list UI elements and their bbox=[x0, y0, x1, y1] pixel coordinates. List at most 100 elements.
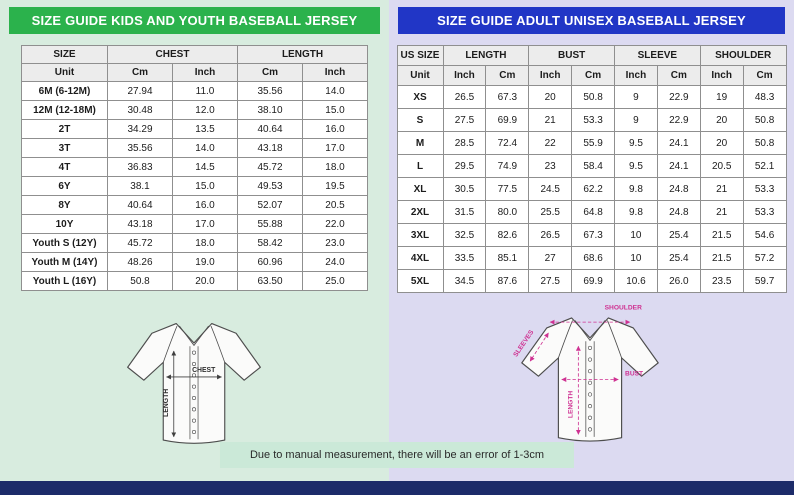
value-cell: 52.07 bbox=[237, 195, 303, 215]
value-cell: 23 bbox=[528, 154, 573, 178]
value-cell: 19.0 bbox=[172, 252, 238, 272]
value-cell: 15.0 bbox=[172, 176, 238, 196]
jersey-outline bbox=[127, 322, 261, 444]
value-cell: 14.0 bbox=[172, 138, 238, 158]
value-cell: 24.8 bbox=[656, 200, 701, 224]
jersey-raglan-seams bbox=[162, 325, 226, 363]
col-group-us-size: US SIZE bbox=[396, 45, 444, 66]
value-cell: 22 bbox=[528, 131, 573, 155]
col-group-bust: BUST bbox=[528, 45, 615, 66]
value-cell: 27.5 bbox=[442, 108, 487, 132]
bust-inch-header: Inch bbox=[528, 65, 573, 86]
value-cell: 38.10 bbox=[237, 100, 303, 120]
kids-unit-header-row: Unit Cm Inch Cm Inch bbox=[21, 63, 368, 82]
value-cell: 9.8 bbox=[614, 200, 658, 224]
value-cell: 10.6 bbox=[614, 269, 658, 293]
value-cell: 50.8 bbox=[107, 271, 173, 291]
value-cell: 53.3 bbox=[742, 200, 787, 224]
value-cell: 9.5 bbox=[614, 131, 658, 155]
value-cell: 45.72 bbox=[107, 233, 173, 253]
bust-label: BUST bbox=[625, 370, 643, 377]
value-cell: 24.0 bbox=[302, 252, 368, 272]
value-cell: 53.3 bbox=[571, 108, 615, 132]
value-cell: 24.5 bbox=[528, 177, 573, 201]
value-cell: 31.5 bbox=[442, 200, 487, 224]
value-cell: 62.2 bbox=[571, 177, 615, 201]
value-cell: 87.6 bbox=[485, 269, 530, 293]
size-cell: XS bbox=[396, 85, 444, 109]
value-cell: 25.4 bbox=[656, 246, 701, 270]
table-row: XL 30.5 77.5 24.5 62.2 9.8 24.8 21 53.3 bbox=[396, 177, 787, 201]
table-row: L 29.5 74.9 23 58.4 9.5 24.1 20.5 52.1 bbox=[396, 154, 787, 178]
value-cell: 52.1 bbox=[742, 154, 787, 178]
sleeve-cm-header: Cm bbox=[656, 65, 701, 86]
value-cell: 26.5 bbox=[442, 85, 487, 109]
value-cell: 20.5 bbox=[699, 154, 744, 178]
value-cell: 35.56 bbox=[237, 81, 303, 101]
table-row: XS 26.5 67.3 20 50.8 9 22.9 19 48.3 bbox=[396, 85, 787, 109]
adult-panel: SIZE GUIDE ADULT UNISEX BASEBALL JERSEY … bbox=[389, 0, 794, 495]
jersey-buttons bbox=[587, 345, 593, 432]
value-cell: 77.5 bbox=[485, 177, 530, 201]
value-cell: 24.8 bbox=[656, 177, 701, 201]
value-cell: 10 bbox=[614, 223, 658, 247]
value-cell: 15.0 bbox=[302, 100, 368, 120]
sleeve-measure-arrow bbox=[529, 332, 549, 362]
size-cell: L bbox=[396, 154, 444, 178]
value-cell: 21 bbox=[699, 200, 744, 224]
value-cell: 26.0 bbox=[656, 269, 701, 293]
value-cell: 25.4 bbox=[656, 223, 701, 247]
value-cell: 45.72 bbox=[237, 157, 303, 177]
size-cell: 6Y bbox=[21, 176, 108, 196]
kids-panel-title: SIZE GUIDE KIDS AND YOUTH BASEBALL JERSE… bbox=[9, 7, 380, 34]
kids-group-header-row: SIZE CHEST LENGTH bbox=[21, 45, 368, 64]
bust-cm-header: Cm bbox=[571, 65, 615, 86]
value-cell: 25.5 bbox=[528, 200, 573, 224]
value-cell: 30.48 bbox=[107, 100, 173, 120]
chest-inch-header: Inch bbox=[172, 63, 238, 82]
value-cell: 18.0 bbox=[172, 233, 238, 253]
size-cell: Youth S (12Y) bbox=[21, 233, 108, 253]
value-cell: 14.0 bbox=[302, 81, 368, 101]
value-cell: 9 bbox=[614, 85, 658, 109]
table-row: 12M (12-18M) 30.48 12.0 38.10 15.0 bbox=[21, 100, 368, 120]
table-row: Youth L (16Y) 50.8 20.0 63.50 25.0 bbox=[21, 271, 368, 291]
value-cell: 67.3 bbox=[485, 85, 530, 109]
value-cell: 22.0 bbox=[302, 214, 368, 234]
value-cell: 19.5 bbox=[302, 176, 368, 196]
value-cell: 68.6 bbox=[571, 246, 615, 270]
value-cell: 63.50 bbox=[237, 271, 303, 291]
value-cell: 24.1 bbox=[656, 131, 701, 155]
length-inch-header: Inch bbox=[302, 63, 368, 82]
length-inch-header: Inch bbox=[442, 65, 487, 86]
size-cell: Youth L (16Y) bbox=[21, 271, 108, 291]
col-group-chest: CHEST bbox=[107, 45, 238, 64]
value-cell: 20 bbox=[528, 85, 573, 109]
size-cell: 2T bbox=[21, 119, 108, 139]
measurement-note: Due to manual measurement, there will be… bbox=[219, 442, 575, 468]
size-cell: XL bbox=[396, 177, 444, 201]
value-cell: 21 bbox=[699, 177, 744, 201]
table-row: 10Y 43.18 17.0 55.88 22.0 bbox=[21, 214, 368, 234]
value-cell: 13.5 bbox=[172, 119, 238, 139]
value-cell: 20 bbox=[699, 108, 744, 132]
size-cell: 4T bbox=[21, 157, 108, 177]
adult-group-header-row: US SIZE LENGTH BUST SLEEVE SHOULDER bbox=[396, 45, 787, 66]
value-cell: 48.26 bbox=[107, 252, 173, 272]
value-cell: 60.96 bbox=[237, 252, 303, 272]
size-cell: 5XL bbox=[396, 269, 444, 293]
value-cell: 35.56 bbox=[107, 138, 173, 158]
value-cell: 50.8 bbox=[742, 108, 787, 132]
value-cell: 28.5 bbox=[442, 131, 487, 155]
value-cell: 57.2 bbox=[742, 246, 787, 270]
size-cell: 12M (12-18M) bbox=[21, 100, 108, 120]
adult-jersey-diagram: SHOULDER SLEEVES BUST LENGTH bbox=[512, 305, 659, 442]
size-cell: M bbox=[396, 131, 444, 155]
shoulder-label: SHOULDER bbox=[605, 305, 642, 312]
length-label: LENGTH bbox=[163, 389, 170, 417]
table-row: 3T 35.56 14.0 43.18 17.0 bbox=[21, 138, 368, 158]
col-group-sleeve: SLEEVE bbox=[614, 45, 701, 66]
table-row: Youth S (12Y) 45.72 18.0 58.42 23.0 bbox=[21, 233, 368, 253]
value-cell: 50.8 bbox=[571, 85, 615, 109]
